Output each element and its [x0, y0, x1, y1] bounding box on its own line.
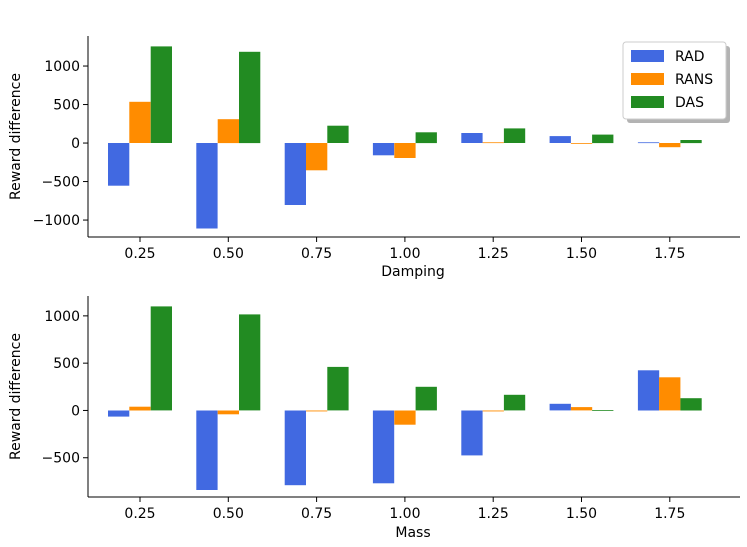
damping-bar-rad-1.00	[372, 143, 395, 156]
mass-x-tick-label: 0.50	[213, 506, 244, 522]
damping-bar-das-1.25	[503, 128, 526, 143]
mass-bar-rans-1.50	[570, 407, 593, 411]
damping-bar-das-1.50	[592, 134, 614, 144]
mass-bar-rans-0.25	[129, 406, 151, 411]
mass-x-axis-label: Mass	[395, 525, 430, 541]
mass-x-tick-label: 1.75	[654, 506, 685, 522]
damping-y-tick-label: 0	[71, 136, 80, 152]
mass-bar-das-1.50	[592, 410, 614, 411]
mass-y-tick-label: 500	[53, 356, 80, 372]
damping-bar-das-0.75	[327, 125, 349, 143]
mass-y-ticks: −500 0 500 1000	[42, 309, 88, 467]
mass-bar-rad-1.75	[637, 370, 660, 411]
damping-y-tick-label: −500	[42, 175, 80, 191]
damping-bar-rad-1.25	[461, 133, 483, 143]
damping-bar-rans-1.75	[659, 143, 681, 148]
damping-y-tick-label: 500	[53, 98, 80, 114]
mass-x-ticks: 0.25 0.50 0.75 1.00 1.25 1.50 1.75	[124, 497, 685, 522]
damping-bar-rans-0.25	[129, 101, 151, 143]
legend-swatch-rad	[631, 50, 664, 62]
mass-bar-rad-0.50	[196, 410, 218, 490]
damping-bar-rad-0.50	[196, 143, 218, 229]
mass-bar-das-0.25	[150, 306, 172, 411]
damping-x-tick-label: 0.75	[301, 246, 332, 262]
damping-bar-rans-0.75	[306, 143, 328, 171]
damping-x-tick-label: 0.25	[124, 246, 155, 262]
mass-bar-rad-0.25	[108, 410, 130, 417]
mass-x-tick-label: 0.25	[124, 506, 155, 522]
mass-subplot: −500 0 500 1000 0.25 0.50 0.75 1.00 1.25 1.50 1.7…	[8, 296, 740, 541]
mass-bar-rad-1.25	[461, 410, 483, 456]
damping-bar-rad-0.25	[108, 143, 130, 186]
damping-bar-das-0.50	[239, 51, 261, 144]
damping-bar-das-1.75	[680, 140, 702, 144]
mass-y-axis-label: Reward difference	[8, 333, 24, 460]
damping-y-tick-label: 1000	[44, 59, 80, 75]
damping-bar-rans-0.50	[217, 119, 239, 144]
legend-label-das: DAS	[675, 95, 704, 111]
mass-bar-das-1.00	[415, 386, 437, 411]
damping-bar-rad-0.75	[284, 143, 306, 205]
damping-y-axis-label: Reward difference	[8, 73, 24, 200]
mass-bar-das-0.75	[327, 366, 349, 411]
damping-bar-das-1.00	[415, 132, 437, 144]
mass-bar-rad-1.00	[372, 410, 395, 484]
damping-y-ticks: −1000 −500 0 500 1000	[33, 59, 88, 229]
damping-bar-rans-1.50	[570, 143, 593, 144]
legend: RAD RANS DAS	[622, 41, 730, 123]
mass-bar-rad-0.75	[284, 410, 306, 486]
damping-bar-das-0.25	[150, 46, 172, 143]
damping-bar-rad-1.75	[637, 142, 660, 144]
damping-bar-rans-1.25	[482, 142, 504, 144]
mass-x-tick-label: 1.00	[389, 506, 420, 522]
damping-x-tick-label: 0.50	[213, 246, 244, 262]
mass-bar-das-1.25	[503, 394, 526, 411]
legend-swatch-das	[631, 96, 664, 108]
mass-bar-rans-1.00	[394, 410, 416, 425]
legend-swatch-rans	[631, 73, 664, 85]
mass-bars	[108, 306, 702, 490]
mass-x-tick-label: 0.75	[301, 506, 332, 522]
mass-bar-das-0.50	[239, 314, 261, 411]
damping-y-tick-label: −1000	[33, 213, 80, 229]
damping-x-tick-label: 1.25	[478, 246, 509, 262]
damping-x-ticks: 0.25 0.50 0.75 1.00 1.25 1.50 1.75	[124, 237, 685, 262]
mass-y-tick-label: 0	[71, 403, 80, 419]
mass-bar-rad-1.50	[549, 403, 571, 411]
mass-x-tick-label: 1.50	[566, 506, 597, 522]
mass-bar-das-1.75	[680, 398, 702, 411]
damping-x-axis-label: Damping	[381, 264, 445, 280]
damping-bars	[108, 46, 702, 229]
mass-y-tick-label: 1000	[44, 309, 80, 325]
mass-bar-rans-0.75	[306, 410, 328, 412]
damping-x-tick-label: 1.75	[654, 246, 685, 262]
legend-label-rans: RANS	[675, 72, 713, 88]
mass-x-tick-label: 1.25	[478, 506, 509, 522]
damping-x-tick-label: 1.50	[566, 246, 597, 262]
legend-label-rad: RAD	[675, 49, 705, 65]
damping-bar-rans-1.00	[394, 143, 416, 158]
damping-x-tick-label: 1.00	[389, 246, 420, 262]
mass-y-tick-label: −500	[42, 451, 80, 467]
damping-subplot: −1000 −500 0 500 1000 0.25 0.50 0.75 1.00 1.25 1.…	[8, 36, 740, 280]
mass-bar-rans-1.75	[659, 377, 681, 411]
mass-bar-rans-0.50	[217, 410, 239, 415]
damping-bar-rad-1.50	[549, 136, 571, 143]
mass-bar-rans-1.25	[482, 410, 504, 412]
